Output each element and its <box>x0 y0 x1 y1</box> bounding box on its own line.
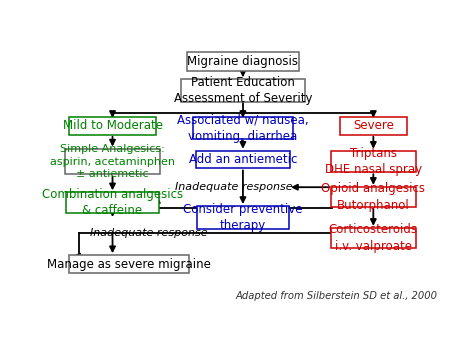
FancyBboxPatch shape <box>340 117 407 135</box>
FancyBboxPatch shape <box>331 151 416 172</box>
Text: Triptans
DHE nasal spray: Triptans DHE nasal spray <box>325 147 422 176</box>
Text: Combination analgesics
& caffeine: Combination analgesics & caffeine <box>42 188 183 217</box>
FancyBboxPatch shape <box>66 192 159 213</box>
Text: Inadequate response: Inadequate response <box>91 228 208 239</box>
FancyBboxPatch shape <box>181 80 305 102</box>
Text: Inadequate response: Inadequate response <box>175 182 292 192</box>
FancyBboxPatch shape <box>69 117 156 135</box>
Text: Add an antiemetic: Add an antiemetic <box>189 153 297 166</box>
Text: Manage as severe migraine: Manage as severe migraine <box>47 257 211 271</box>
FancyBboxPatch shape <box>196 151 290 168</box>
Text: Adapted from Silberstein SD et al., 2000: Adapted from Silberstein SD et al., 2000 <box>236 291 438 301</box>
FancyBboxPatch shape <box>331 228 416 248</box>
Text: Patient Education
Assessment of Severity: Patient Education Assessment of Severity <box>173 76 312 105</box>
FancyBboxPatch shape <box>64 149 161 174</box>
Text: Mild to Moderate: Mild to Moderate <box>63 120 163 132</box>
FancyBboxPatch shape <box>193 117 293 138</box>
Text: Migraine diagnosis: Migraine diagnosis <box>187 55 299 68</box>
Text: Consider preventive
therapy: Consider preventive therapy <box>183 203 303 232</box>
Text: Corticosteroids
i.v. valproate: Corticosteroids i.v. valproate <box>329 223 418 253</box>
Text: Associated w/ nausea,
vomiting, diarrhea: Associated w/ nausea, vomiting, diarrhea <box>177 113 309 143</box>
FancyBboxPatch shape <box>187 52 299 71</box>
FancyBboxPatch shape <box>197 206 289 229</box>
FancyBboxPatch shape <box>331 187 416 207</box>
Text: Simple Analgesics:
aspirin, acetaminphen
± antiemetic: Simple Analgesics: aspirin, acetaminphen… <box>50 144 175 179</box>
FancyBboxPatch shape <box>69 255 189 273</box>
Text: Severe: Severe <box>353 120 394 132</box>
Text: Opioid analgesics
Butorphanol: Opioid analgesics Butorphanol <box>321 182 425 212</box>
